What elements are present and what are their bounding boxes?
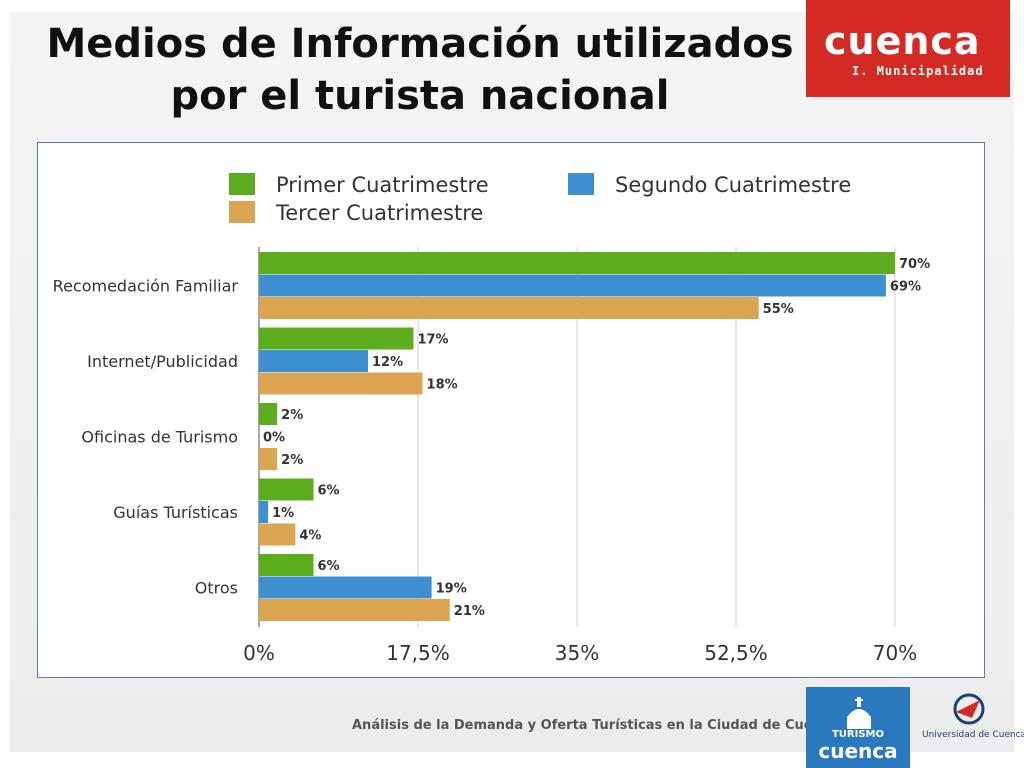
- cuenca-logo-subtitle: I. Municipalidad: [852, 64, 984, 78]
- legend-label: Segundo Cuatrimestre: [615, 173, 851, 197]
- legend-swatch: [568, 173, 594, 195]
- bar: [259, 554, 314, 576]
- data-label: 4%: [299, 529, 321, 544]
- bar: [259, 448, 278, 470]
- bar-chart: 0% 17,5% 35% 52,5% 70% Primer Cuatrimestre Seg…: [53, 173, 930, 665]
- university-emblem-icon: [953, 693, 985, 725]
- bar: [259, 327, 414, 350]
- bar: [259, 478, 314, 501]
- data-label: 2%: [281, 453, 303, 468]
- turismo-cuenca-logo: TURISMO cuenca: [806, 687, 910, 768]
- data-label: 17%: [417, 333, 448, 348]
- turismo-logo-word: cuenca: [818, 739, 898, 763]
- chart-frame: 0% 17,5% 35% 52,5% 70% Primer Cuatrimestre Seg…: [37, 142, 985, 678]
- cuenca-municipality-logo: cuenca I. Municipalidad: [806, 0, 1010, 97]
- title-line-1: Medios de Información utilizados: [46, 21, 794, 67]
- bar: [259, 523, 296, 546]
- data-label: 21%: [454, 604, 485, 619]
- church-dome-icon: [847, 697, 871, 729]
- category-label: Internet/Publicidad: [87, 352, 238, 371]
- data-label: 1%: [272, 506, 294, 521]
- category-label: Guías Turísticas: [113, 503, 238, 522]
- legend-label: Tercer Cuatrimestre: [275, 201, 483, 225]
- bar: [259, 350, 369, 372]
- data-label: 12%: [372, 355, 403, 370]
- data-label: 18%: [427, 378, 458, 393]
- bar: [259, 403, 278, 425]
- x-tick-label: 35%: [555, 641, 599, 665]
- bar: [259, 599, 450, 621]
- data-label: 6%: [318, 484, 340, 499]
- data-label: 6%: [318, 559, 340, 574]
- data-label: 70%: [899, 257, 930, 272]
- x-tick-label: 0%: [243, 641, 275, 665]
- bar: [259, 372, 423, 395]
- x-tick-label: 70%: [873, 641, 917, 665]
- category-label: Otros: [195, 579, 238, 598]
- data-label: 2%: [281, 408, 303, 423]
- bar: [259, 576, 432, 599]
- data-label: 69%: [890, 280, 921, 295]
- cuenca-logo-word: cuenca: [824, 19, 981, 63]
- x-tick-label: 52,5%: [704, 641, 768, 665]
- bar: [259, 501, 269, 523]
- bar: [259, 297, 759, 319]
- title-line-2: por el turista nacional: [170, 73, 670, 119]
- turismo-logo-top: TURISMO: [831, 729, 885, 740]
- footer-caption: Análisis de la Demanda y Oferta Turístic…: [352, 718, 839, 733]
- category-label: Oficinas de Turismo: [81, 428, 238, 447]
- legend-label: Primer Cuatrimestre: [276, 173, 489, 197]
- universidad-logo-text: Universidad de Cuenca: [922, 730, 1024, 740]
- bar: [259, 274, 886, 297]
- page-title: Medios de Información utilizados por el …: [20, 18, 820, 122]
- category-label: Recomedación Familiar: [53, 277, 239, 296]
- x-tick-label: 17,5%: [386, 641, 450, 665]
- legend-swatch: [229, 201, 255, 223]
- data-label: 0%: [263, 431, 285, 446]
- legend-swatch: [229, 173, 255, 195]
- data-label: 55%: [763, 302, 794, 317]
- universidad-cuenca-logo: Universidad de Cuenca: [922, 692, 1024, 752]
- bar: [259, 252, 895, 274]
- data-label: 19%: [436, 582, 467, 597]
